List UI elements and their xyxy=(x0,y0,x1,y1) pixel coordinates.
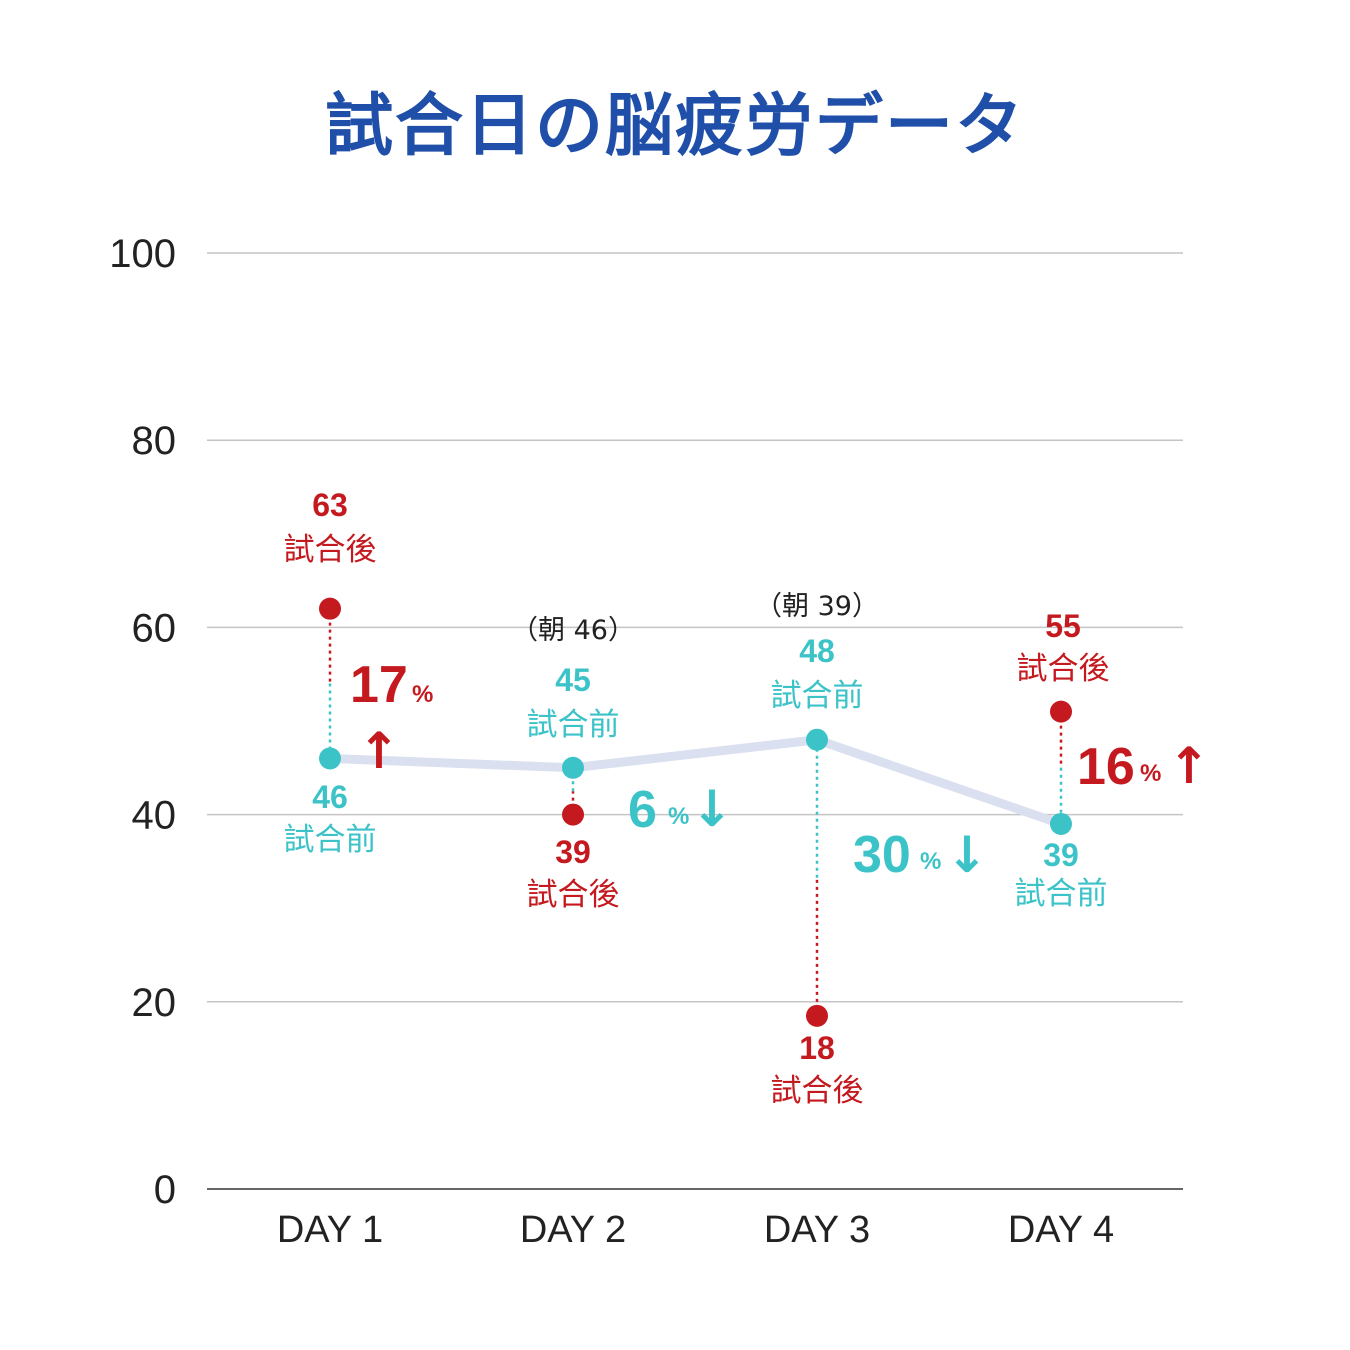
data-labels: 46試合前45試合前48試合前39試合前63試合後39試合後18試合後55試合後… xyxy=(284,487,1110,1109)
point-before xyxy=(319,747,341,770)
y-tick-label: 60 xyxy=(132,606,177,650)
data-label-before-value: 48 xyxy=(799,633,835,669)
x-tick-label: DAY 2 xyxy=(520,1209,626,1251)
morning-note: （朝 39） xyxy=(755,591,879,622)
y-axis-ticks: 0 20 40 60 80 100 xyxy=(109,232,176,1212)
trend-line xyxy=(325,735,1066,829)
change-percent-value: 16 xyxy=(1077,738,1135,796)
data-label-after-value: 63 xyxy=(312,487,348,523)
change-percent-value: 30 xyxy=(853,826,911,884)
change-annotations: 17 %↑6% ↓30% ↓16% ↑ xyxy=(350,656,1210,884)
arrow-up-icon: ↑ xyxy=(1168,737,1210,795)
morning-note: （朝 46） xyxy=(511,615,635,646)
x-tick-label: DAY 3 xyxy=(764,1209,870,1251)
y-tick-label: 100 xyxy=(109,232,176,276)
data-label-before-name: 試合前 xyxy=(1015,876,1108,912)
change-percent-value: 17 xyxy=(350,656,408,714)
data-label-after-value: 39 xyxy=(555,834,591,870)
x-axis-ticks: DAY 1 DAY 2 DAY 3 DAY 4 xyxy=(277,1209,1114,1251)
y-tick-label: 80 xyxy=(132,419,177,463)
y-tick-label: 0 xyxy=(154,1168,176,1212)
data-label-before-name: 試合前 xyxy=(284,822,377,858)
point-after xyxy=(1050,700,1072,723)
gridlines xyxy=(207,252,1183,1190)
y-tick-label: 40 xyxy=(132,794,177,838)
point-after xyxy=(562,803,584,826)
data-label-after-name: 試合後 xyxy=(527,877,620,913)
y-tick-label: 20 xyxy=(132,981,177,1025)
change-percent-unit: % xyxy=(920,848,941,875)
data-label-before-value: 46 xyxy=(312,779,348,815)
data-label-after-value: 18 xyxy=(799,1030,835,1066)
change-percent-unit: % xyxy=(668,803,689,830)
data-label-after-name: 試合後 xyxy=(1017,651,1110,687)
change-percent-unit: % xyxy=(1140,760,1161,787)
x-tick-label: DAY 4 xyxy=(1008,1209,1114,1251)
chart-title: 試合日の脳疲労データ xyxy=(324,87,1025,166)
arrow-down-icon: ↓ xyxy=(946,826,988,884)
data-label-before-value: 39 xyxy=(1043,837,1079,873)
point-before xyxy=(1050,812,1072,835)
data-points xyxy=(319,597,1072,1027)
arrow-down-icon: ↓ xyxy=(691,780,733,838)
data-label-after-name: 試合後 xyxy=(771,1073,864,1109)
arrow-up-icon: ↑ xyxy=(358,722,400,780)
point-after xyxy=(319,597,341,620)
change-percent-value: 6 xyxy=(628,781,657,839)
data-label-before-name: 試合前 xyxy=(527,707,620,743)
x-tick-label: DAY 1 xyxy=(277,1209,383,1251)
trend-line-layer xyxy=(325,735,1066,829)
data-label-after-value: 55 xyxy=(1045,608,1081,644)
data-label-after-name: 試合後 xyxy=(284,532,377,568)
point-after xyxy=(806,1004,828,1027)
point-before xyxy=(562,756,584,779)
point-before xyxy=(806,728,828,751)
data-label-before-name: 試合前 xyxy=(771,678,864,714)
change-percent-unit: % xyxy=(412,681,433,708)
data-label-before-value: 45 xyxy=(555,662,591,698)
